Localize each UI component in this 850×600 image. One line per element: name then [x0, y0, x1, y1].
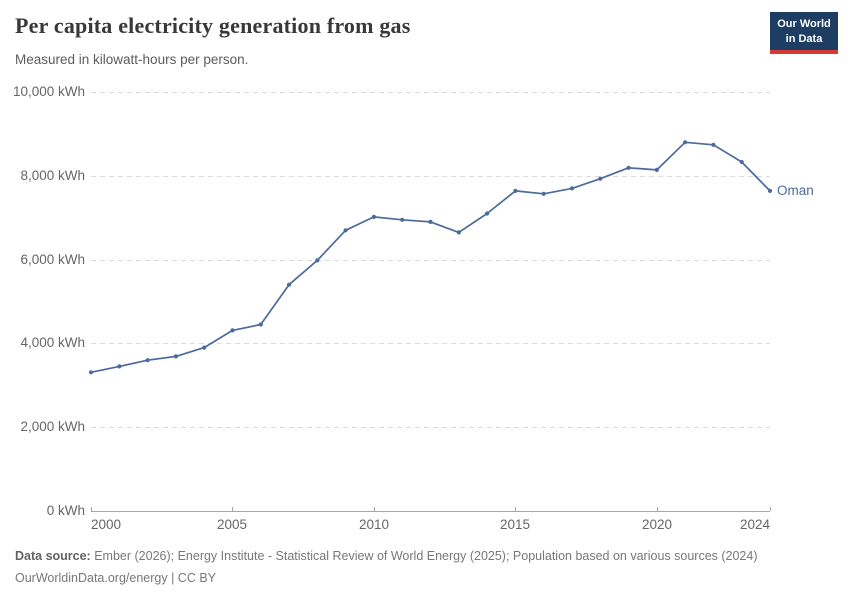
x-axis-tick-label: 2024	[739, 517, 770, 532]
data-point-marker[interactable]	[202, 345, 207, 350]
x-axis-line	[91, 511, 770, 512]
data-source-line: Data source: Ember (2026); Energy Instit…	[15, 545, 835, 567]
data-point-marker[interactable]	[173, 354, 178, 359]
data-point-marker[interactable]	[456, 230, 461, 235]
y-gridline	[91, 427, 770, 428]
data-point-marker[interactable]	[513, 188, 518, 193]
data-point-marker[interactable]	[598, 176, 603, 181]
x-tick-mark	[232, 507, 233, 511]
data-point-marker[interactable]	[569, 186, 575, 191]
data-point-marker[interactable]	[767, 188, 773, 193]
data-point-marker[interactable]	[428, 219, 433, 224]
x-tick-mark	[374, 507, 375, 511]
data-source-text: Ember (2026); Energy Institute - Statist…	[90, 549, 758, 563]
data-point-marker[interactable]	[258, 322, 263, 327]
data-point-marker[interactable]	[315, 258, 320, 263]
data-point-marker[interactable]	[145, 358, 150, 363]
chart-subtitle: Measured in kilowatt-hours per person.	[15, 52, 249, 67]
data-point-marker[interactable]	[739, 159, 744, 165]
data-point-marker[interactable]	[371, 214, 376, 219]
y-axis-tick-label: 10,000 kWh	[12, 84, 85, 99]
x-axis-tick-label: 2015	[499, 517, 531, 532]
data-point-marker[interactable]	[88, 370, 94, 375]
y-axis-tick-label: 2,000 kWh	[20, 419, 85, 434]
x-tick-mark	[91, 507, 92, 511]
y-axis-tick-label: 8,000 kWh	[20, 168, 85, 183]
x-axis-tick-label: 2010	[358, 517, 390, 532]
data-point-marker[interactable]	[541, 191, 546, 196]
chart-footer: Data source: Ember (2026); Energy Instit…	[15, 545, 835, 589]
y-gridline	[91, 260, 770, 261]
owid-logo-line1: Our World	[777, 18, 831, 30]
x-tick-mark	[770, 507, 771, 511]
data-point-marker[interactable]	[343, 228, 348, 233]
chart-title: Per capita electricity generation from g…	[15, 13, 411, 38]
data-point-marker[interactable]	[711, 142, 716, 147]
data-point-marker[interactable]	[400, 217, 405, 222]
data-point-marker[interactable]	[683, 140, 688, 145]
x-axis-tick-label: 2005	[216, 517, 248, 532]
data-source-label: Data source:	[15, 549, 91, 563]
owid-logo[interactable]: Our World in Data	[770, 12, 838, 55]
y-axis-tick-label: 4,000 kWh	[20, 335, 85, 350]
license-line[interactable]: OurWorldinData.org/energy | CC BY	[15, 571, 217, 585]
y-gridline	[91, 92, 770, 93]
series-label-oman[interactable]: Oman	[777, 183, 814, 199]
data-point-marker[interactable]	[117, 364, 122, 369]
x-tick-mark	[657, 507, 658, 511]
y-axis-tick-label: 6,000 kWh	[20, 252, 85, 267]
data-point-marker[interactable]	[485, 211, 490, 216]
y-gridline	[91, 343, 770, 344]
data-point-marker[interactable]	[626, 165, 631, 170]
line-series-oman[interactable]	[90, 141, 771, 374]
data-point-marker[interactable]	[286, 282, 292, 287]
x-axis-tick-label: 2000	[91, 517, 122, 532]
owid-logo-line2: in Data	[785, 32, 823, 45]
data-point-marker[interactable]	[654, 167, 659, 172]
y-axis-tick-label: 0 kWh	[46, 503, 85, 518]
data-point-marker[interactable]	[230, 328, 235, 333]
y-gridline	[91, 176, 770, 177]
x-axis-tick-label: 2020	[641, 517, 673, 532]
x-tick-mark	[515, 507, 516, 511]
